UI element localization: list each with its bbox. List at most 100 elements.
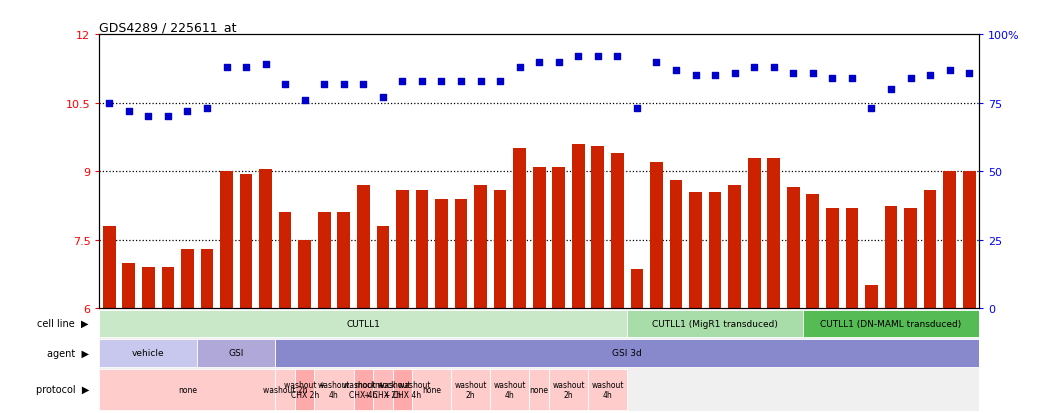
Bar [240, 174, 252, 309]
Bar [373, 369, 393, 410]
Bar [588, 369, 627, 410]
Point [238, 64, 254, 71]
Bar [787, 188, 800, 309]
Bar [318, 213, 331, 309]
Bar [806, 195, 819, 309]
Text: CUTLL1: CUTLL1 [347, 319, 380, 328]
Bar [454, 199, 467, 309]
Bar [396, 190, 408, 309]
Bar [474, 185, 487, 309]
Bar [494, 190, 507, 309]
Point [883, 86, 899, 93]
Point [961, 70, 978, 77]
Point [628, 106, 645, 112]
Bar [337, 213, 350, 309]
Point [179, 108, 196, 115]
Point [648, 59, 665, 66]
Bar [99, 339, 197, 367]
Bar [295, 369, 314, 410]
Bar [553, 167, 565, 309]
Point [804, 70, 821, 77]
Point [824, 76, 841, 82]
Bar [314, 369, 354, 410]
Point [785, 70, 802, 77]
Bar [533, 167, 545, 309]
Point [159, 114, 176, 121]
Text: washout
4h: washout 4h [317, 380, 351, 399]
Point [863, 106, 879, 112]
Point [921, 73, 938, 79]
Bar [963, 172, 976, 309]
Bar [709, 192, 721, 309]
Point [335, 81, 352, 88]
Point [296, 97, 313, 104]
Bar [689, 192, 701, 309]
Bar [943, 172, 956, 309]
Point [551, 59, 567, 66]
Text: washout 2h: washout 2h [263, 385, 308, 394]
Bar [729, 185, 741, 309]
Bar [181, 249, 194, 309]
Text: CUTLL1 (MigR1 transduced): CUTLL1 (MigR1 transduced) [652, 319, 778, 328]
Point [589, 54, 606, 60]
Bar [142, 268, 155, 309]
Text: GSI 3d: GSI 3d [612, 349, 642, 358]
Bar [279, 213, 291, 309]
Text: mock washout
+ CHX 4h: mock washout + CHX 4h [375, 380, 430, 399]
Bar [670, 181, 683, 309]
Point [668, 67, 685, 74]
Text: cell line  ▶: cell line ▶ [38, 318, 89, 328]
Bar [650, 163, 663, 309]
Point [394, 78, 410, 85]
Bar [354, 369, 373, 410]
Point [609, 54, 626, 60]
Bar [393, 369, 413, 410]
Bar [298, 240, 311, 309]
Bar [846, 208, 859, 309]
Bar [99, 369, 275, 410]
Point [844, 76, 861, 82]
Point [120, 108, 137, 115]
Text: agent  ▶: agent ▶ [47, 348, 89, 358]
Bar [767, 158, 780, 309]
Point [375, 95, 392, 101]
Text: washout +
CHX 4h: washout + CHX 4h [342, 380, 384, 399]
Bar [201, 249, 214, 309]
Bar [357, 185, 370, 309]
Bar [592, 147, 604, 309]
Bar [923, 190, 936, 309]
Bar [885, 206, 897, 309]
Point [276, 81, 293, 88]
Text: washout
4h: washout 4h [493, 380, 527, 399]
Point [258, 62, 274, 69]
Point [531, 59, 548, 66]
Text: GDS4289 / 225611_at: GDS4289 / 225611_at [99, 21, 237, 34]
Bar [627, 310, 803, 337]
Text: none: none [530, 385, 549, 394]
Bar [416, 190, 428, 309]
Text: washout
2h: washout 2h [454, 380, 487, 399]
Point [452, 78, 469, 85]
Bar [197, 339, 275, 367]
Bar [826, 208, 839, 309]
Point [199, 106, 216, 112]
Bar [572, 145, 584, 309]
Text: washout
4h: washout 4h [592, 380, 624, 399]
Text: mock washout
+ CHX 2h: mock washout + CHX 2h [355, 380, 410, 399]
Bar [803, 310, 979, 337]
Point [570, 54, 586, 60]
Text: none: none [178, 385, 197, 394]
Bar [260, 170, 272, 309]
Bar [103, 227, 115, 309]
Point [101, 100, 117, 107]
Bar [122, 263, 135, 309]
Text: GSI: GSI [228, 349, 244, 358]
Bar [905, 208, 917, 309]
Bar [630, 270, 643, 309]
Bar [377, 227, 389, 309]
Bar [490, 369, 530, 410]
Text: vehicle: vehicle [132, 349, 164, 358]
Point [414, 78, 430, 85]
Point [727, 70, 743, 77]
Point [707, 73, 723, 79]
